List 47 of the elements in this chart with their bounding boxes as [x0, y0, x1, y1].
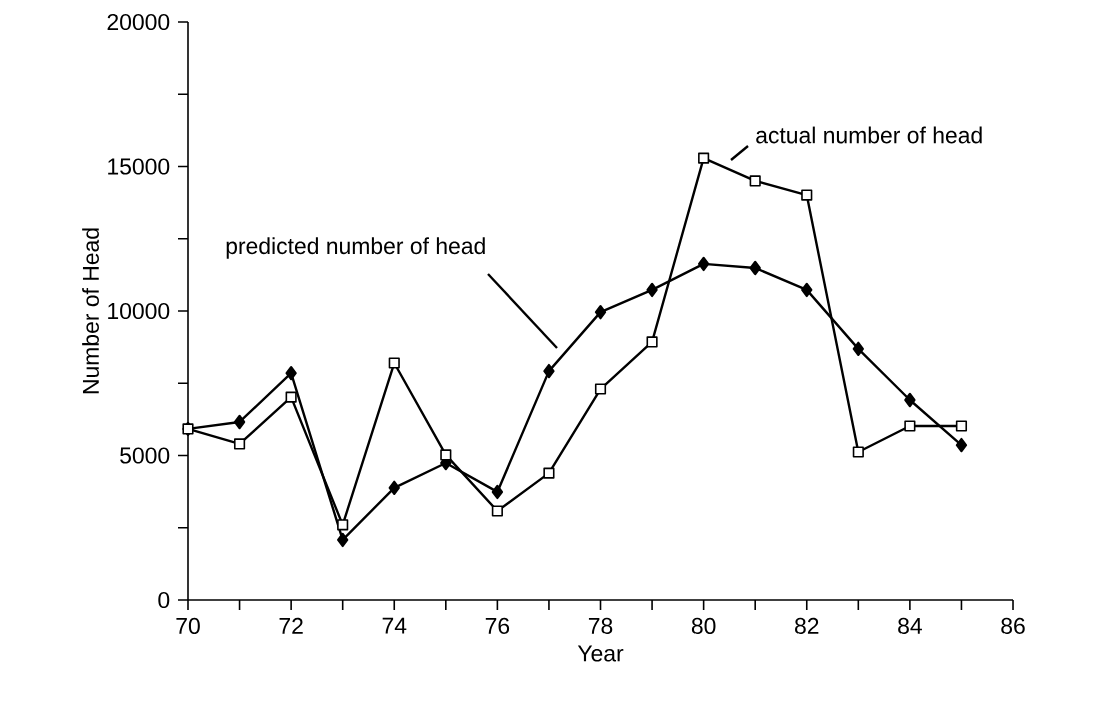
- point: [594, 304, 607, 320]
- point: [904, 420, 916, 432]
- point: [491, 505, 503, 517]
- x-tick-label: 84: [898, 617, 922, 635]
- point: [594, 383, 607, 395]
- point: [388, 480, 400, 496]
- point: [697, 256, 710, 272]
- point: [801, 189, 813, 201]
- point: [388, 357, 400, 369]
- point: [233, 438, 246, 450]
- point: [852, 341, 864, 357]
- x-tick-label: 78: [588, 617, 613, 635]
- y-tick-label: 5000: [120, 447, 170, 464]
- point: [801, 282, 813, 298]
- y-tick-label: 10000: [108, 302, 170, 320]
- point: [852, 446, 864, 458]
- x-tick-label: 72: [279, 617, 303, 634]
- y-tick-label: 15000: [108, 158, 170, 175]
- point: [285, 365, 297, 381]
- point: [337, 519, 349, 531]
- x-tick-label: 82: [795, 617, 819, 635]
- y-tick-label: 20000: [107, 13, 170, 31]
- point: [698, 152, 710, 164]
- point: [543, 467, 555, 479]
- x-tick-label: 74: [382, 617, 407, 634]
- annotation: actual number of head: [756, 126, 982, 144]
- point: [749, 260, 761, 276]
- point: [233, 414, 246, 430]
- point: [749, 175, 761, 187]
- annotation: predicted number of head: [226, 237, 485, 259]
- y-axis-title: Number of Head: [82, 228, 99, 394]
- point: [646, 336, 658, 348]
- x-tick-label: 70: [176, 617, 200, 635]
- x-tick-label: 76: [485, 617, 510, 635]
- x-axis-title: Year: [577, 645, 624, 662]
- point: [955, 420, 968, 432]
- point: [543, 363, 555, 379]
- point: [285, 391, 297, 403]
- point: [904, 392, 916, 408]
- point: [337, 532, 349, 548]
- x-tick-label: 86: [1001, 617, 1025, 635]
- point: [491, 484, 504, 500]
- y-tick-label: 0: [158, 591, 170, 609]
- point: [440, 449, 452, 461]
- point: [646, 282, 658, 298]
- x-tick-label: 80: [691, 617, 716, 635]
- point: [955, 437, 968, 453]
